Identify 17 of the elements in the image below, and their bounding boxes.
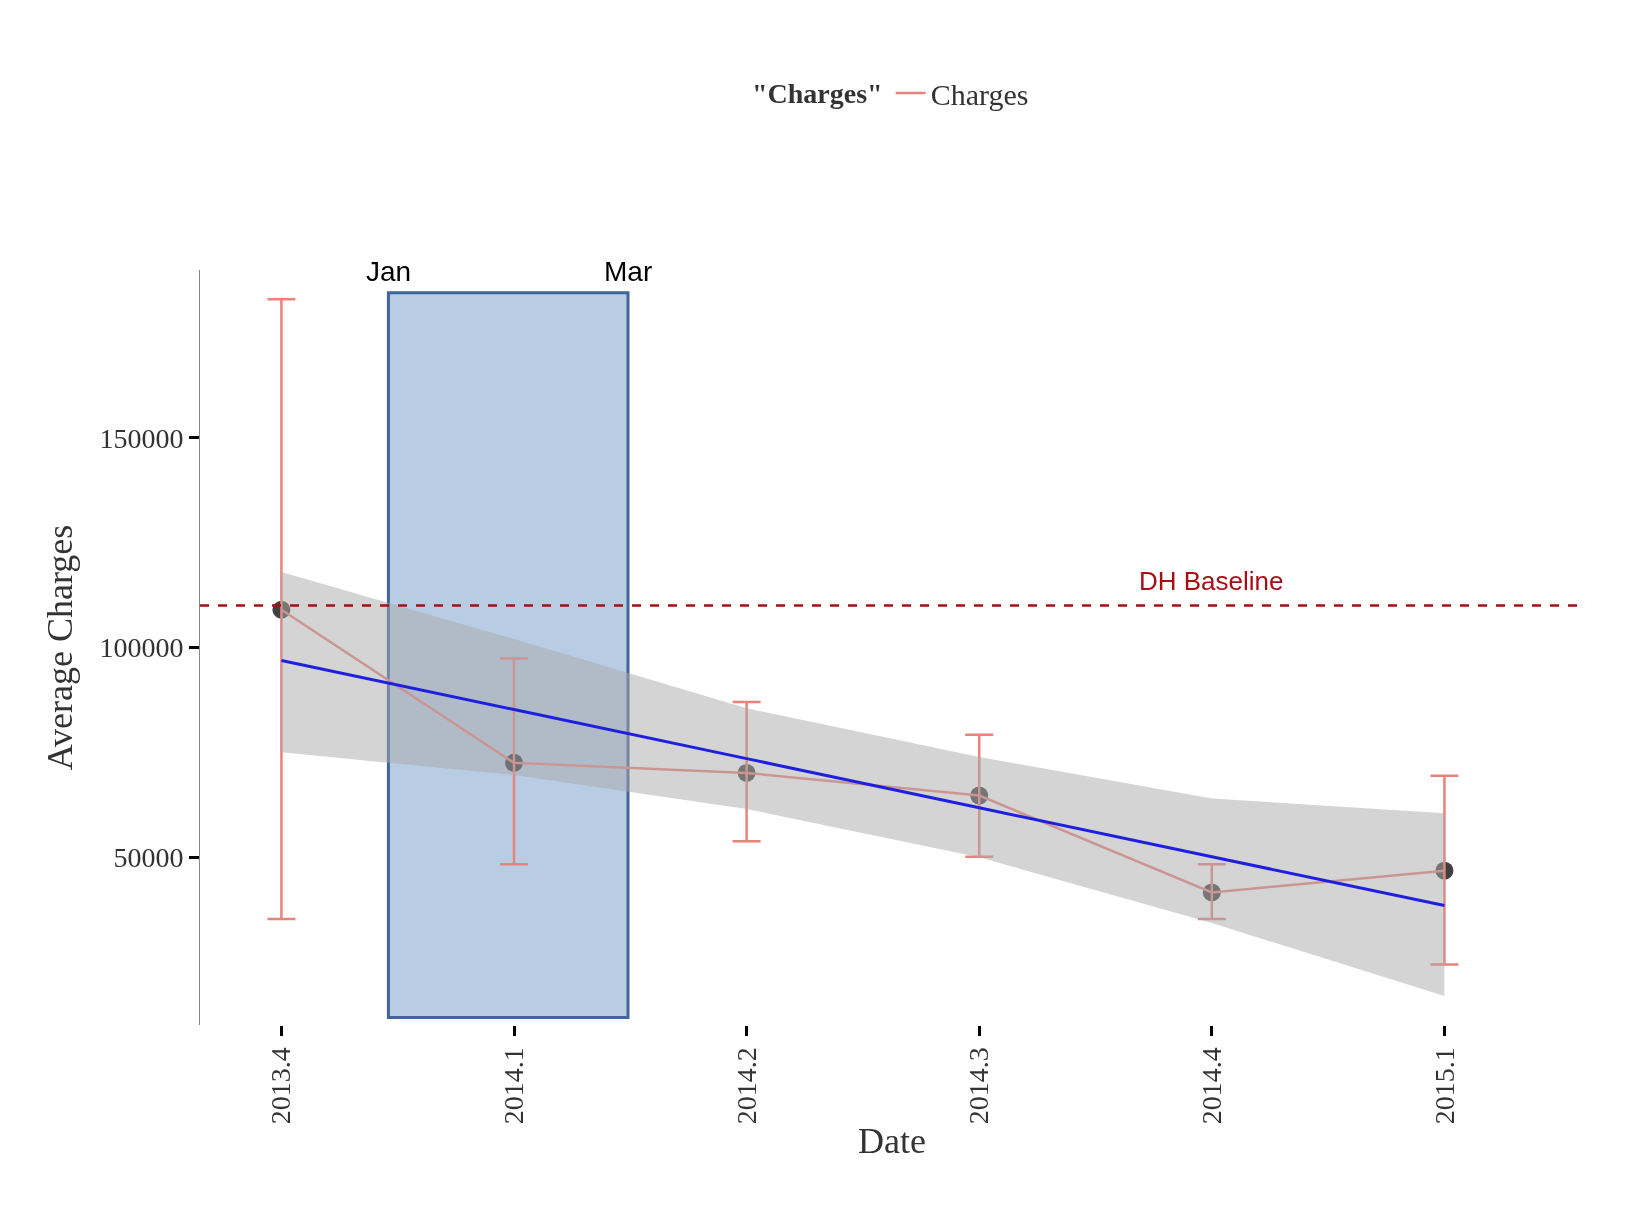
annotation: Jan (366, 256, 412, 287)
x-tick-label: 2015.1 (1428, 1047, 1460, 1125)
x-tick-label: 2014.4 (1195, 1047, 1227, 1125)
y-axis-title: Average Charges (40, 524, 81, 771)
x-tick-label: 2014.1 (498, 1047, 530, 1125)
y-tick-label: 50000 (113, 842, 184, 874)
legend-label: Charges (930, 77, 1029, 111)
annotation: Mar (604, 256, 653, 287)
y-tick-label: 100000 (99, 632, 184, 664)
x-tick-label: 2014.3 (963, 1047, 995, 1125)
legend-title: "Charges" (752, 78, 883, 110)
ref-line-label: DH Baseline (1139, 566, 1284, 596)
x-tick-label: 2013.4 (265, 1047, 297, 1125)
line-series (279, 659, 1446, 907)
x-axis-title: Date (858, 1120, 926, 1161)
y-tick-label: 150000 (99, 422, 184, 454)
x-tick-label: 2014.2 (730, 1047, 762, 1125)
